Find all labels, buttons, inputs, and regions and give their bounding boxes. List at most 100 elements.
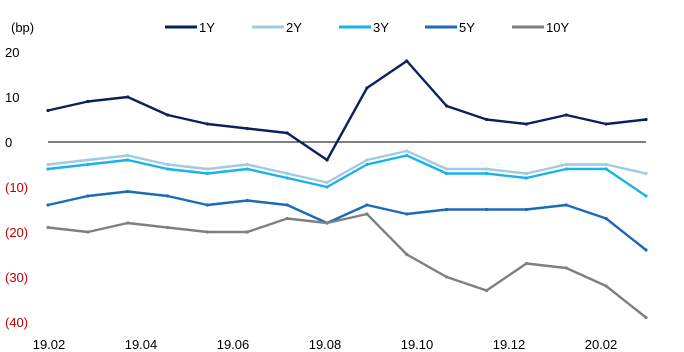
x-tick-label: 19.02 <box>33 337 66 352</box>
series-1Y-line-group <box>46 59 648 162</box>
series-point <box>126 153 130 158</box>
series-point <box>46 108 50 113</box>
series-point <box>285 176 289 180</box>
x-tick-label: 19.08 <box>309 337 342 352</box>
series-point <box>365 203 369 207</box>
series-point <box>166 225 170 230</box>
series-point <box>524 261 529 266</box>
series-point <box>205 171 210 176</box>
y-tick-label: 10 <box>5 90 19 105</box>
series-point <box>564 113 568 117</box>
series-point <box>166 194 170 198</box>
series-point <box>285 171 289 176</box>
series-line <box>47 190 647 251</box>
series-point <box>365 158 369 162</box>
x-tick-label: 19.04 <box>125 337 158 352</box>
series-point <box>564 167 568 171</box>
legend-label: 10Y <box>546 20 569 35</box>
y-tick-label: (20) <box>5 225 28 240</box>
series-point <box>564 266 568 270</box>
series-point <box>205 167 210 171</box>
series-point <box>524 122 529 126</box>
series-line <box>47 154 647 197</box>
x-axis: 19.02 19.04 19.06 19.08 19.10 19.12 20.02 <box>33 337 618 352</box>
series-point <box>245 167 249 171</box>
series-point <box>166 113 170 117</box>
series-point <box>484 167 489 171</box>
series-point <box>126 221 130 225</box>
y-tick-label: (10) <box>5 180 28 195</box>
x-tick-label: 19.06 <box>217 337 250 352</box>
series-point <box>245 230 249 234</box>
series-point <box>46 167 50 171</box>
series-point <box>604 216 608 221</box>
series-5Y-line-group <box>46 189 648 252</box>
series-point <box>405 212 409 216</box>
series-point <box>46 162 50 167</box>
series-point <box>245 198 249 203</box>
series-point <box>644 315 648 320</box>
series-point <box>484 117 489 122</box>
series-point <box>644 117 648 122</box>
y-axis: 20 10 0 (10) (20) (30) (40) <box>5 45 28 330</box>
series-point <box>405 59 409 63</box>
series-point <box>484 207 489 212</box>
series-point <box>285 203 289 207</box>
y-tick-label: 20 <box>5 45 19 60</box>
series-3Y-line-group <box>46 153 648 198</box>
series-line <box>47 212 647 319</box>
series-point <box>604 122 608 126</box>
legend-label: 2Y <box>286 20 302 35</box>
x-tick-label: 19.12 <box>493 337 526 352</box>
series-point <box>405 153 409 158</box>
series-point <box>86 230 90 234</box>
series-point <box>46 225 50 230</box>
series-point <box>365 86 369 90</box>
y-tick-label: 0 <box>5 135 12 150</box>
series-point <box>644 194 648 198</box>
series-point <box>604 167 608 171</box>
series-point <box>484 288 489 293</box>
series-point <box>285 216 289 221</box>
y-tick-label: (40) <box>5 315 28 330</box>
series-point <box>644 248 648 252</box>
series-point <box>405 252 409 257</box>
series-point <box>445 171 449 176</box>
series-point <box>166 167 170 171</box>
series-point <box>405 149 409 153</box>
series-10Y-line-group <box>46 212 648 320</box>
legend-label: 1Y <box>199 20 215 35</box>
series-point <box>564 203 568 207</box>
series-point <box>205 230 210 234</box>
series-point <box>445 167 449 171</box>
series-point <box>564 162 568 167</box>
series-point <box>86 99 90 104</box>
series-point <box>445 104 449 108</box>
series-point <box>445 275 449 279</box>
series-point <box>445 207 449 212</box>
series-point <box>644 171 648 176</box>
series-line <box>47 59 647 162</box>
series-point <box>126 189 130 194</box>
series-point <box>126 158 130 162</box>
series-point <box>524 207 529 212</box>
plot-area <box>46 59 648 320</box>
series-point <box>46 203 50 207</box>
series-point <box>524 171 529 176</box>
series-point <box>484 171 489 176</box>
series-point <box>365 212 369 216</box>
series-point <box>604 162 608 167</box>
series-point <box>524 176 529 180</box>
series-point <box>604 284 608 288</box>
series-point <box>86 158 90 162</box>
legend: 1Y 2Y 3Y 5Y 10Y <box>165 20 569 35</box>
series-point <box>86 162 90 167</box>
series-point <box>126 95 130 99</box>
y-tick-label: (30) <box>5 270 28 285</box>
series-point <box>325 185 329 189</box>
series-point <box>205 122 210 126</box>
series-point <box>365 162 369 167</box>
series-2Y-line-group <box>46 149 648 185</box>
series-line <box>47 149 647 184</box>
